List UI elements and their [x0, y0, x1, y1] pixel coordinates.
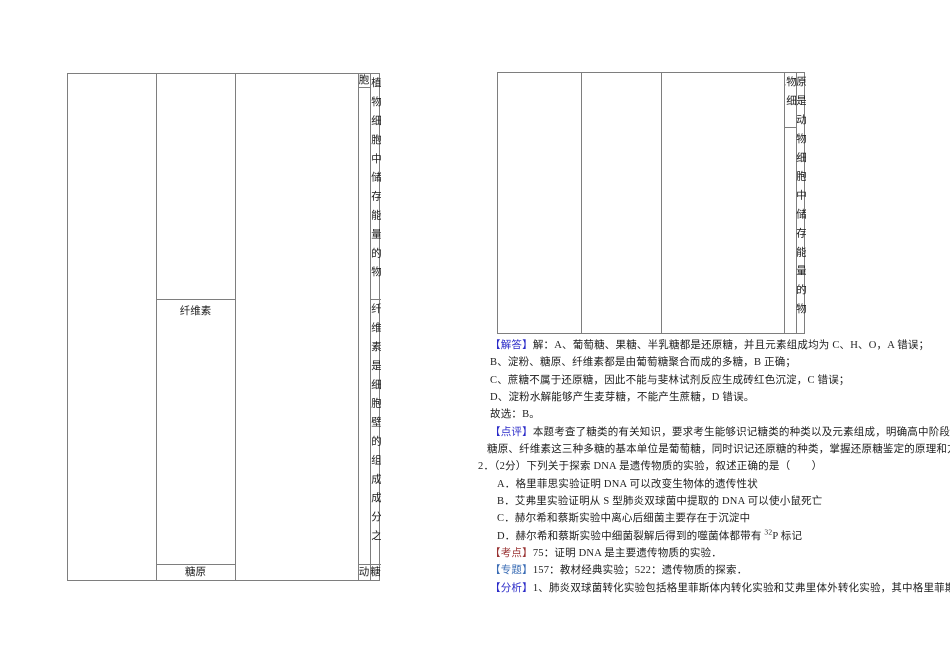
vertical-note-glycogen-storage: 原是动物细胞中储存能量的物质 — [795, 76, 806, 322]
question-2-option-c: C．赫尔希和蔡斯实验中离心后细菌主要存在于沉淀中 — [478, 510, 943, 527]
dianping-line-2: 糖原、纤维素这三种多糖的基本单位是葡萄糖，同时识记还原糖的种类，掌握还原糖鉴定的… — [478, 441, 950, 458]
dianping-tag: 【点评】 — [490, 426, 533, 438]
jieda-line-d: D、淀粉水解能够产生麦芽糖，不能产生蔗糖，D 错误。 — [478, 389, 943, 406]
table-vline — [235, 74, 236, 580]
table-hline — [370, 299, 381, 300]
dianping-text: 本题考查了糖类的有关知识，要求考生能够识记糖类的种类以及元素组成，明确高中阶段所… — [532, 426, 950, 438]
jieda-text-b: B、淀粉、糖原、纤维素都是由葡萄糖聚合而成的多糖，B 正确； — [490, 357, 797, 369]
kaodian-line: 【考点】75：证明 DNA 是主要遗传物质的实验． — [478, 545, 943, 562]
left-table: 纤维素 糖原 胞 动 糖 植物细胞中储存能量的物质 纤维素是细胞壁的组成成分之一 — [67, 73, 381, 581]
table-hline — [156, 299, 235, 300]
table-vline — [661, 73, 662, 333]
option-b-text: B．艾弗里实验证明从 S 型肺炎双球菌中提取的 DNA 可以使小鼠死亡 — [497, 496, 823, 508]
option-d-text: D．赫尔希和蔡斯实验中细菌裂解后得到的噬菌体都带有 — [497, 530, 765, 542]
jieda-tag: 【解答】 — [490, 340, 533, 351]
jieda-line: 【解答】解：A、葡萄糖、果糖、半乳糖都是还原糖，并且元素组成均为 C、H、O，A… — [478, 337, 943, 354]
question-2-option-d: D．赫尔希和蔡斯实验中细菌裂解后得到的噬菌体都带有 32P 标记 — [478, 528, 943, 545]
zhuanti-line: 【专题】157：教材经典实验；522：遗传物质的探索． — [478, 562, 943, 579]
table-vline — [784, 73, 785, 333]
cell-dong: 动 — [358, 567, 370, 578]
cell-bao: 胞 — [358, 75, 370, 86]
table-vline — [581, 73, 582, 333]
option-c-text: C．赫尔希和蔡斯实验中离心后细菌主要存在于沉淀中 — [497, 513, 751, 525]
fenxi-tag: 【分析】 — [490, 582, 533, 594]
table-vline — [796, 73, 797, 333]
vertical-note-plant-storage: 植物细胞中储存能量的物质 — [370, 77, 381, 285]
zhuanti-text: 157：教材经典实验；522：遗传物质的探索． — [532, 565, 748, 577]
table-vline — [370, 74, 371, 580]
table-hline — [784, 127, 796, 128]
vertical-note-animal-cell: 物细胞 — [785, 76, 796, 114]
table-vline — [358, 74, 359, 580]
answer-choice-line: 故选：B。 — [478, 406, 943, 423]
question-2-option-a: A．格里菲思实验证明 DNA 可以改变生物体的遗传性状 — [478, 476, 943, 493]
fenxi-text: 1、肺炎双球菌转化实验包括格里菲斯体内转化实验和艾弗里体外转化实验，其中格里菲斯… — [532, 582, 950, 594]
jieda-line-c: C、蔗糖不属于还原糖，因此不能与斐林试剂反应生成砖红色沉淀，C 错误； — [478, 372, 943, 389]
dianping-line: 【点评】本题考查了糖类的有关知识，要求考生能够识记糖类的种类以及元素组成，明确高… — [478, 424, 950, 441]
answer-text-column: 【解答】解：A、葡萄糖、果糖、半乳糖都是还原糖，并且元素组成均为 C、H、O，A… — [478, 337, 950, 597]
question-2-stem-text: 2．（2分）下列关于探索 DNA 是遗传物质的实验，叙述正确的是（ ） — [478, 461, 823, 473]
question-2-option-b: B．艾弗里实验证明从 S 型肺炎双球菌中提取的 DNA 可以使小鼠死亡 — [478, 493, 943, 510]
jieda-text-d: D、淀粉水解能够产生麦芽糖，不能产生蔗糖，D 错误。 — [490, 392, 755, 404]
table-vline — [156, 74, 157, 580]
superscript-32: 32 — [764, 527, 773, 537]
dianping-text-2: 糖原、纤维素这三种多糖的基本单位是葡萄糖，同时识记还原糖的种类，掌握还原糖鉴定的… — [487, 444, 950, 456]
kaodian-tag: 【考点】 — [490, 548, 533, 560]
answer-choice: 故选：B。 — [490, 409, 541, 421]
fenxi-line: 【分析】1、肺炎双球菌转化实验包括格里菲斯体内转化实验和艾弗里体外转化实验，其中… — [478, 580, 950, 597]
question-2-stem: 2．（2分）下列关于探索 DNA 是遗传物质的实验，叙述正确的是（ ） — [478, 458, 943, 475]
table-hline — [358, 87, 370, 88]
vertical-note-cellulose-wall: 纤维素是细胞壁的组成成分之一 — [370, 303, 381, 549]
cell-glycogen: 糖原 — [185, 567, 206, 578]
option-d-text-after: P 标记 — [772, 530, 803, 542]
jieda-text-c: C、蔗糖不属于还原糖，因此不能与斐林试剂反应生成砖红色沉淀，C 错误； — [490, 374, 850, 386]
table-hline — [358, 564, 381, 565]
option-a-text: A．格里菲思实验证明 DNA 可以改变生物体的遗传性状 — [497, 478, 758, 490]
table-hline — [156, 564, 235, 565]
jieda-line-b: B、淀粉、糖原、纤维素都是由葡萄糖聚合而成的多糖，B 正确； — [478, 354, 943, 371]
right-table: 物细胞 原是动物细胞中储存能量的物质 — [497, 72, 806, 334]
zhuanti-tag: 【专题】 — [490, 565, 533, 577]
cell-tang: 糖 — [370, 567, 381, 578]
jieda-text: 解：A、葡萄糖、果糖、半乳糖都是还原糖，并且元素组成均为 C、H、O，A 错误； — [532, 340, 930, 351]
cell-cellulose: 纤维素 — [179, 306, 212, 317]
kaodian-text: 75：证明 DNA 是主要遗传物质的实验． — [532, 548, 722, 560]
